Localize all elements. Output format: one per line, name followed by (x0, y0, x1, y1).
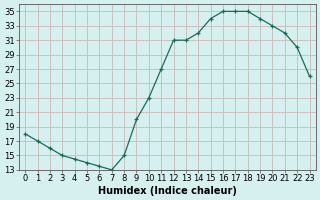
X-axis label: Humidex (Indice chaleur): Humidex (Indice chaleur) (98, 186, 237, 196)
